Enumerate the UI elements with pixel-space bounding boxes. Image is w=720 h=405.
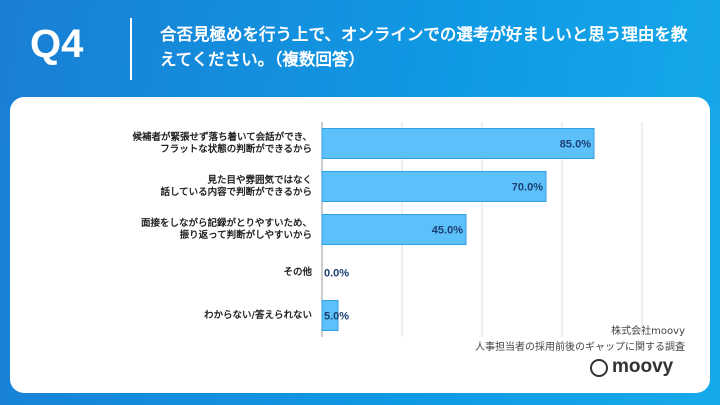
value-label: 0.0% xyxy=(324,267,349,279)
divider xyxy=(130,18,132,80)
bar xyxy=(321,300,339,331)
value-label: 85.0% xyxy=(560,138,591,150)
bar xyxy=(321,171,547,202)
value-label: 5.0% xyxy=(324,310,349,322)
value-label: 45.0% xyxy=(432,224,463,236)
bar xyxy=(321,128,595,159)
question-label: Q4 xyxy=(30,22,84,66)
category-label: 面接をしながら記録がとりやすいため、 振り返って判断がしやすいから xyxy=(140,217,312,241)
bar xyxy=(321,214,467,245)
question-title: 合否見極めを行う上で、オンラインでの選考が好ましいと思う理由を教えてください。（… xyxy=(160,25,688,69)
category-label: 見た目や雰囲気ではなく 話している内容で判断ができるから xyxy=(160,174,312,198)
category-label: わからない/答えられない xyxy=(204,309,312,321)
category-label: 候補者が緊張せず落ち着いて会話ができ、 フラットな状態の判断ができるから xyxy=(132,131,312,155)
source-survey: 人事担当者の採用前後のギャップに関する調査 xyxy=(475,342,685,353)
category-label: その他 xyxy=(283,266,312,278)
logo: moovy xyxy=(612,356,674,377)
logo-icon xyxy=(590,359,608,377)
source-company: 株式会社moovy xyxy=(611,326,685,337)
value-label: 70.0% xyxy=(512,181,543,193)
